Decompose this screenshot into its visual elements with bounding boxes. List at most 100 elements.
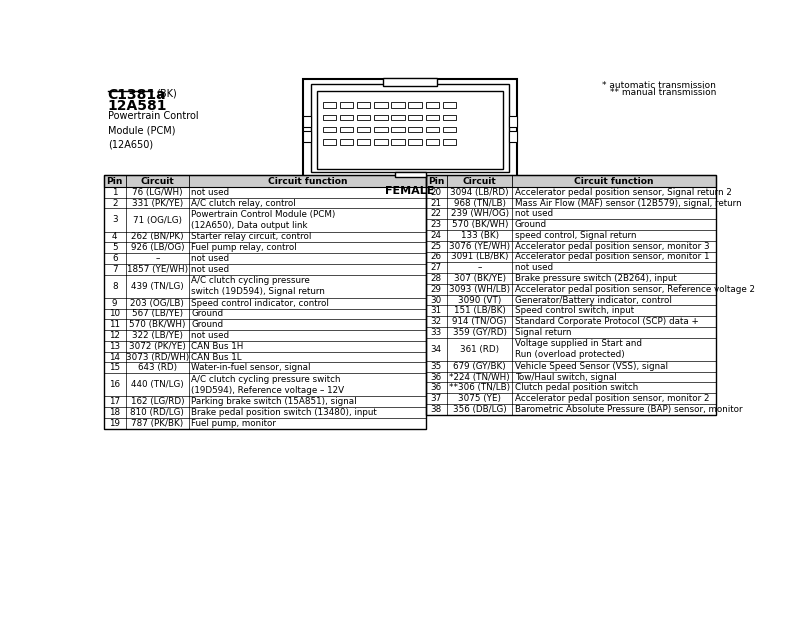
Bar: [426, 295, 716, 305]
Text: 4: 4: [112, 233, 118, 241]
Bar: [426, 361, 716, 372]
Text: 3075 (YE): 3075 (YE): [458, 394, 502, 403]
Text: Accelerator pedal position sensor, monitor 2: Accelerator pedal position sensor, monit…: [514, 394, 709, 403]
Text: Powertrain Control
Module (PCM)
(12A650): Powertrain Control Module (PCM) (12A650): [108, 112, 198, 149]
Bar: [104, 187, 426, 198]
Text: 3090 (VT): 3090 (VT): [458, 295, 502, 305]
Text: 31: 31: [430, 307, 442, 315]
Bar: [442, 115, 456, 120]
Text: *224 (TN/WH): *224 (TN/WH): [450, 372, 510, 382]
Bar: [509, 132, 517, 142]
Text: –: –: [478, 263, 482, 272]
Bar: [426, 230, 716, 241]
Text: not used: not used: [191, 187, 230, 197]
Bar: [426, 262, 716, 273]
Text: 34: 34: [430, 345, 442, 354]
Text: Accelerator pedal position sensor, monitor 3: Accelerator pedal position sensor, monit…: [514, 241, 710, 251]
Bar: [426, 393, 716, 404]
Bar: [426, 176, 716, 187]
Text: Circuit: Circuit: [141, 177, 174, 186]
Text: 322 (LB/YE): 322 (LB/YE): [132, 331, 183, 340]
Text: 6: 6: [112, 254, 118, 263]
Text: 33: 33: [430, 328, 442, 337]
Text: 1857 (YE/WH): 1857 (YE/WH): [126, 265, 188, 274]
Bar: [104, 176, 426, 187]
Text: Accelerator pedal position sensor, monitor 1: Accelerator pedal position sensor, monit…: [514, 253, 709, 261]
Bar: [426, 316, 716, 327]
Bar: [104, 231, 426, 242]
Text: 36: 36: [430, 383, 442, 393]
Text: Ground: Ground: [191, 310, 223, 319]
Text: Accelerator pedal position sensor, Signal return 2: Accelerator pedal position sensor, Signa…: [514, 187, 731, 197]
Text: 17: 17: [109, 398, 120, 406]
Bar: [104, 176, 426, 429]
Bar: [426, 208, 716, 219]
Bar: [104, 362, 426, 373]
Text: 27: 27: [430, 263, 442, 272]
Text: 19: 19: [110, 419, 120, 428]
Bar: [426, 327, 716, 338]
Text: 570 (BK/WH): 570 (BK/WH): [129, 320, 186, 329]
Bar: [426, 139, 438, 145]
Text: Brake pressure switch (2B264), input: Brake pressure switch (2B264), input: [514, 274, 676, 283]
Text: not used: not used: [514, 263, 553, 272]
Bar: [303, 132, 310, 142]
Text: Speed control indicator, control: Speed control indicator, control: [191, 298, 330, 308]
Text: Pin: Pin: [106, 177, 123, 186]
Text: speed control, Signal return: speed control, Signal return: [514, 231, 636, 240]
Bar: [426, 176, 716, 187]
Bar: [509, 116, 517, 127]
Text: 331 (PK/YE): 331 (PK/YE): [132, 199, 183, 208]
Bar: [394, 172, 426, 177]
Text: 18: 18: [109, 408, 120, 417]
Text: 11: 11: [110, 320, 120, 329]
Bar: [426, 102, 438, 108]
Text: Accelerator pedal position sensor, Reference voltage 2: Accelerator pedal position sensor, Refer…: [514, 285, 754, 294]
Bar: [104, 407, 426, 418]
Bar: [426, 404, 716, 415]
Bar: [426, 219, 716, 230]
Text: 810 (RD/LG): 810 (RD/LG): [130, 408, 184, 417]
Text: 16: 16: [110, 381, 120, 389]
Text: 643 (RD): 643 (RD): [138, 363, 177, 372]
Bar: [442, 139, 456, 145]
Text: 20: 20: [430, 187, 442, 197]
Text: Circuit function: Circuit function: [267, 177, 347, 186]
Bar: [104, 352, 426, 362]
Text: 359 (GY/RD): 359 (GY/RD): [453, 328, 506, 337]
Text: 968 (TN/LB): 968 (TN/LB): [454, 199, 506, 208]
Bar: [303, 116, 310, 127]
Text: not used: not used: [514, 209, 553, 218]
Text: 361 (RD): 361 (RD): [460, 345, 499, 354]
Bar: [323, 139, 336, 145]
Bar: [358, 127, 370, 132]
Bar: [374, 139, 387, 145]
Text: 307 (BK/YE): 307 (BK/YE): [454, 274, 506, 283]
Bar: [391, 102, 405, 108]
Text: 32: 32: [430, 317, 442, 326]
Text: **306 (TN/LB): **306 (TN/LB): [449, 383, 510, 393]
Text: 28: 28: [430, 274, 442, 283]
Bar: [104, 330, 426, 341]
Bar: [391, 115, 405, 120]
Text: C1381a: C1381a: [108, 88, 166, 102]
Text: 8: 8: [112, 282, 118, 291]
Text: 3076 (YE/WH): 3076 (YE/WH): [449, 241, 510, 251]
Bar: [409, 102, 422, 108]
Text: Mass Air Flow (MAF) sensor (12B579), signal, return: Mass Air Flow (MAF) sensor (12B579), sig…: [514, 199, 742, 208]
Text: Circuit: Circuit: [463, 177, 497, 186]
Bar: [442, 127, 456, 132]
Text: Pin: Pin: [428, 177, 445, 186]
Text: ** manual transmission: ** manual transmission: [610, 88, 716, 97]
Text: Starter relay circuit, control: Starter relay circuit, control: [191, 233, 312, 241]
Text: 76 (LG/WH): 76 (LG/WH): [132, 187, 182, 197]
Text: 7: 7: [112, 265, 118, 274]
Bar: [323, 127, 336, 132]
Text: 12A581: 12A581: [108, 99, 167, 113]
Bar: [426, 176, 716, 415]
Bar: [358, 102, 370, 108]
Text: 356 (DB/LG): 356 (DB/LG): [453, 405, 506, 414]
Bar: [409, 115, 422, 120]
Text: 38: 38: [430, 405, 442, 414]
Bar: [104, 242, 426, 253]
